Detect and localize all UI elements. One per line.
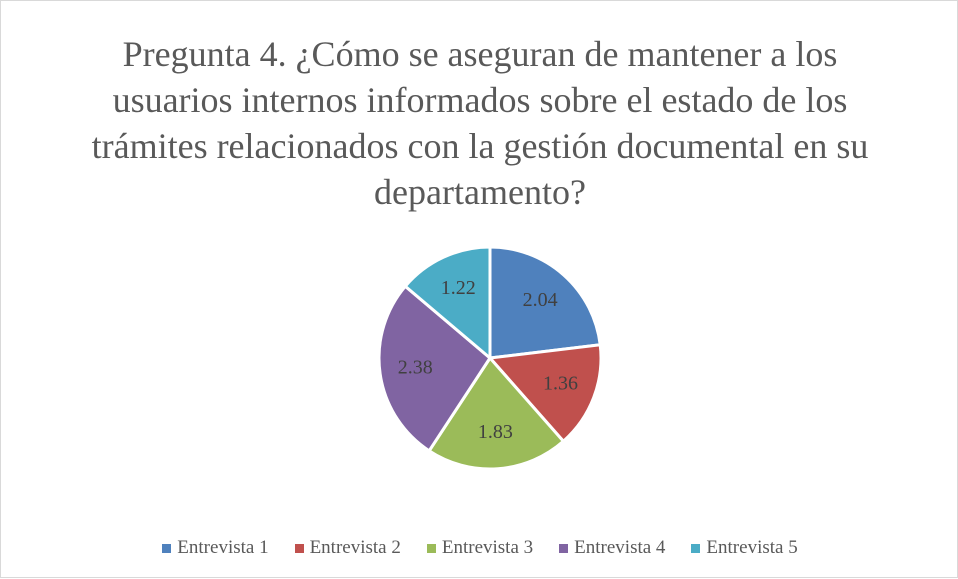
legend-label: Entrevista 4 — [574, 537, 666, 558]
data-label: 2.04 — [523, 289, 558, 311]
legend-item: Entrevista 4 — [559, 537, 665, 559]
pie-slice — [488, 245, 602, 360]
pie-slice — [486, 343, 603, 444]
chart-title: Pregunta 4. ¿Cómo se aseguran de mantene… — [91, 34, 869, 212]
legend: Entrevista 1 Entrevista 2 Entrevista 3 Entr… — [1, 537, 958, 559]
legend-item: Entrevista 1 — [162, 537, 269, 559]
legend-item: Entrevista 2 — [294, 537, 401, 559]
legend-item: Entrevista 5 — [691, 537, 798, 559]
data-label: 1.83 — [478, 421, 513, 443]
legend-swatch — [691, 543, 701, 553]
data-label: 2.38 — [398, 356, 433, 378]
pie-slice — [427, 355, 566, 471]
legend-label: Entrevista 1 — [177, 537, 269, 558]
legend-swatch — [162, 543, 172, 553]
legend-label: Entrevista 2 — [309, 537, 401, 558]
data-label: 1.36 — [543, 373, 578, 395]
legend-swatch — [559, 543, 569, 553]
legend-swatch — [294, 543, 304, 553]
legend-swatch — [426, 543, 436, 553]
pie-slice — [403, 245, 492, 362]
pie-slice — [377, 284, 492, 453]
data-label: 1.22 — [441, 277, 476, 299]
legend-item: Entrevista 3 — [426, 537, 534, 559]
legend-label: Entrevista 5 — [706, 537, 798, 558]
legend-label: Entrevista 3 — [441, 537, 534, 558]
